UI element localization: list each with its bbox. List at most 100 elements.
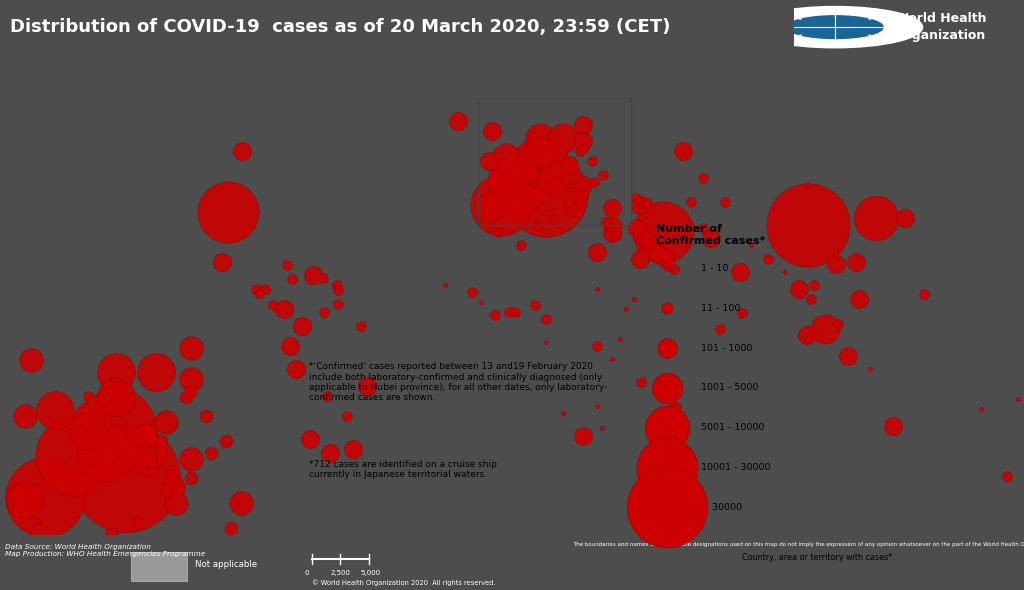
Point	[574, 137, 591, 146]
Point	[493, 200, 509, 209]
Point	[538, 337, 554, 347]
Point	[792, 284, 808, 293]
Point	[501, 307, 517, 317]
Point	[130, 517, 146, 527]
Point	[915, 289, 932, 299]
Point	[183, 473, 200, 483]
Text: Country, area or territory with cases*: Country, area or territory with cases*	[742, 553, 893, 562]
Point	[830, 319, 847, 329]
Point	[183, 386, 200, 396]
Point	[165, 482, 181, 491]
Point	[658, 343, 675, 353]
Text: 1001 - 5000: 1001 - 5000	[701, 384, 759, 392]
Point	[248, 284, 264, 293]
Text: 0: 0	[305, 570, 309, 576]
Point	[17, 411, 34, 421]
Point	[302, 435, 318, 444]
Point	[519, 159, 536, 169]
Point	[450, 117, 466, 126]
Point	[603, 204, 620, 213]
Point	[68, 451, 84, 461]
Point	[481, 202, 498, 211]
Point	[538, 190, 554, 199]
Point	[799, 330, 815, 339]
Point	[549, 183, 565, 192]
Point	[632, 200, 648, 209]
Point	[800, 180, 816, 189]
Point	[436, 281, 453, 290]
Point	[628, 194, 644, 203]
Point	[666, 264, 682, 273]
Point	[153, 436, 169, 445]
Point	[305, 271, 322, 280]
Text: 5001 - 10000: 5001 - 10000	[701, 423, 765, 432]
Point	[648, 247, 665, 257]
Point	[617, 304, 634, 313]
Text: 10001 - 30000: 10001 - 30000	[701, 463, 771, 472]
Text: Not applicable: Not applicable	[195, 560, 257, 569]
Text: The boundaries and names shown and the designations used on this map do not impl: The boundaries and names shown and the d…	[573, 542, 1024, 547]
Point	[214, 257, 230, 267]
Point	[594, 423, 610, 432]
Text: World Health: World Health	[895, 12, 986, 25]
Point	[840, 351, 856, 360]
Point	[632, 254, 648, 263]
Point	[47, 405, 63, 414]
Point	[293, 321, 309, 330]
Point	[712, 324, 728, 333]
Point	[589, 401, 605, 411]
Point	[532, 133, 549, 143]
Point	[555, 408, 571, 417]
Point	[108, 424, 124, 433]
Point	[489, 227, 506, 237]
Point	[563, 187, 580, 196]
Bar	[478, 98, 632, 225]
Point	[168, 498, 184, 507]
Point	[589, 247, 605, 257]
Point	[565, 195, 582, 204]
Point	[198, 411, 214, 421]
Point	[662, 350, 678, 359]
Circle shape	[786, 16, 884, 38]
Point	[649, 250, 666, 259]
Point	[629, 224, 645, 233]
Text: 5,000: 5,000	[360, 570, 381, 576]
Point	[595, 170, 611, 179]
Point	[589, 341, 605, 350]
Point	[828, 260, 845, 269]
Point	[284, 274, 300, 283]
Point	[318, 391, 335, 401]
Point	[605, 221, 622, 231]
Point	[218, 436, 234, 445]
Point	[133, 455, 150, 464]
Point	[803, 294, 819, 303]
Point	[17, 495, 34, 504]
Point	[584, 157, 600, 166]
Point	[662, 405, 678, 414]
Text: 101 - 1000: 101 - 1000	[701, 343, 753, 353]
Text: Organization: Organization	[895, 30, 985, 42]
Point	[544, 175, 560, 185]
Point	[233, 147, 250, 156]
Point	[233, 498, 250, 507]
Point	[488, 214, 505, 223]
Point	[102, 529, 119, 539]
Bar	[131, 552, 187, 581]
Point	[526, 301, 543, 310]
Point	[464, 287, 480, 297]
Text: 1 - 10: 1 - 10	[701, 264, 729, 273]
Text: > 30000: > 30000	[701, 503, 742, 512]
Point	[153, 448, 169, 458]
Point	[851, 294, 867, 303]
Point	[683, 197, 699, 206]
Point	[353, 321, 370, 330]
Point	[558, 177, 574, 186]
Text: Distribution of COVID-19  cases as of 20 March 2020, 23:59 (CET): Distribution of COVID-19 cases as of 20 …	[9, 18, 670, 36]
Point	[526, 177, 543, 186]
Point	[183, 343, 200, 352]
Point	[800, 220, 816, 230]
Point	[108, 368, 124, 377]
Point	[561, 197, 578, 206]
Point	[265, 301, 282, 310]
Point	[805, 281, 821, 290]
